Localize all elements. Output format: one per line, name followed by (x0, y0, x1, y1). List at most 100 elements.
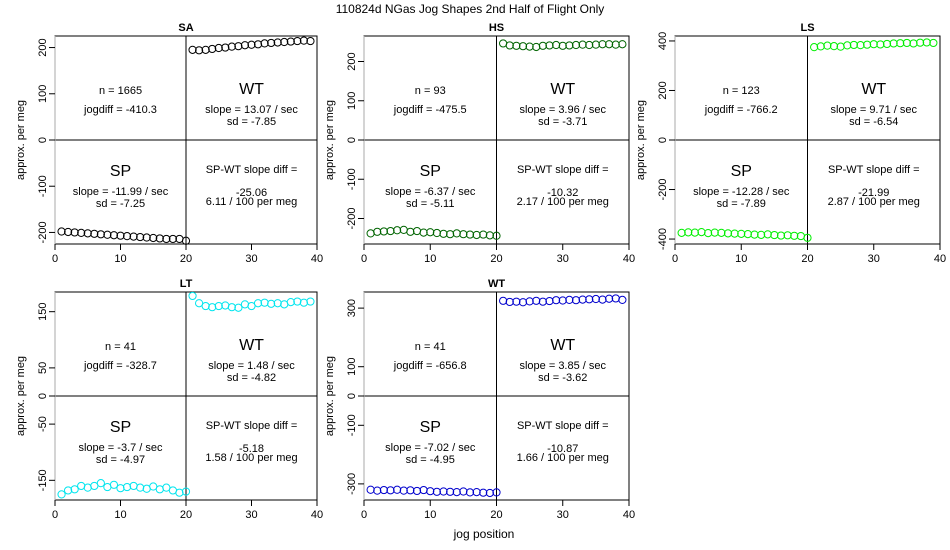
panel-ls: LS 0 10 20 30 40 -400 -200 0 200 400 approx. per me… (635, 22, 946, 265)
n-count: n = 1665 (99, 85, 142, 97)
data-point (776, 231, 786, 240)
data-point (96, 230, 105, 239)
data-point (439, 487, 448, 496)
data-point (109, 480, 119, 489)
y-tick-label: -200 (346, 207, 358, 229)
x-tick-label: 10 (114, 509, 126, 521)
data-point (446, 230, 455, 239)
data-point (299, 36, 308, 45)
sp-slope: slope = -12.28 / sec (693, 186, 790, 198)
data-point (545, 41, 554, 50)
data-point (175, 488, 184, 497)
sp-sd: sd = -7.25 (96, 198, 145, 210)
wt-slope: slope = 13.07 / sec (205, 104, 298, 116)
data-point (122, 232, 132, 241)
panel-hs: HS 0 10 20 30 40 -200 -100 0 100 200 approx. per me… (324, 22, 635, 265)
sp-label: SP (420, 419, 441, 436)
sp-label: SP (731, 163, 752, 180)
data-point (293, 36, 302, 46)
data-point (168, 234, 177, 244)
panel-title: WT (488, 278, 505, 290)
data-point (763, 230, 772, 239)
data-point (406, 486, 415, 495)
sp-label: SP (110, 419, 131, 436)
data-point (103, 230, 112, 239)
data-point (432, 487, 441, 496)
x-tick-label: 40 (311, 253, 323, 265)
data-point (552, 40, 561, 50)
data-point (916, 38, 925, 47)
x-tick-label: 20 (801, 253, 813, 265)
data-point (280, 37, 289, 47)
y-tick-label: -200 (657, 179, 669, 201)
data-point (512, 297, 521, 306)
panel-title: SA (178, 22, 193, 34)
data-point (286, 37, 295, 46)
y-tick-label: 0 (37, 137, 49, 143)
data-point (260, 298, 269, 307)
data-point (565, 295, 574, 305)
data-point (843, 41, 852, 50)
data-point (816, 42, 825, 51)
data-point (129, 232, 138, 241)
data-point (585, 295, 594, 304)
slope-diff-per-meg: 2.87 / 100 per meg (828, 196, 920, 208)
data-point (306, 297, 315, 306)
data-point (472, 487, 481, 497)
sp-label: SP (420, 163, 441, 180)
data-point (803, 233, 812, 242)
data-point (214, 43, 223, 53)
x-tick-label: 20 (490, 509, 502, 521)
data-point (896, 39, 905, 48)
data-point (459, 230, 468, 239)
data-point (136, 483, 145, 492)
data-point (432, 228, 441, 238)
data-point (512, 41, 521, 50)
sp-sd: sd = -4.97 (96, 454, 145, 466)
data-point (188, 291, 197, 301)
data-point (227, 42, 236, 51)
data-point (909, 39, 918, 48)
sp-sd: sd = -7.89 (717, 198, 766, 210)
y-tick-label: 0 (346, 137, 358, 143)
data-point (810, 43, 819, 52)
data-point (605, 40, 614, 49)
y-tick-label: 400 (657, 32, 669, 50)
data-point (717, 228, 726, 237)
data-point (571, 296, 581, 305)
jogdiff-value: jogdiff = -328.7 (83, 360, 157, 372)
data-point (618, 295, 627, 305)
data-point (690, 228, 699, 237)
y-axis-label: approx. per meg (15, 100, 27, 180)
data-point (260, 39, 269, 48)
wt-slope: slope = 3.85 / sec (519, 360, 606, 372)
data-point (452, 229, 461, 238)
data-point (585, 40, 594, 50)
data-point (452, 487, 461, 497)
sp-slope: slope = -6.37 / sec (385, 186, 476, 198)
data-point (142, 233, 151, 242)
data-point (611, 40, 620, 49)
data-point (201, 301, 210, 311)
data-point (710, 228, 719, 237)
sp-slope: slope = -3.7 / sec (78, 442, 163, 454)
data-point (538, 41, 547, 50)
wt-sd: sd = -7.85 (227, 116, 276, 128)
jogdiff-value: jogdiff = -766.2 (704, 104, 778, 116)
wt-slope: slope = 9.71 / sec (830, 104, 917, 116)
data-point (83, 229, 92, 238)
data-point (195, 46, 204, 55)
data-point (201, 45, 210, 54)
data-point (379, 227, 388, 236)
data-point (598, 295, 607, 304)
data-point (57, 490, 66, 499)
wt-sd: sd = -3.71 (538, 116, 587, 128)
y-tick-label: -300 (346, 473, 358, 495)
data-point (737, 229, 746, 238)
y-tick-label: 100 (346, 358, 358, 376)
data-point (136, 232, 145, 242)
data-point (518, 42, 528, 51)
jogdiff-value: jogdiff = -410.3 (83, 104, 157, 116)
data-point (704, 229, 713, 238)
y-tick-label: -50 (37, 416, 49, 432)
